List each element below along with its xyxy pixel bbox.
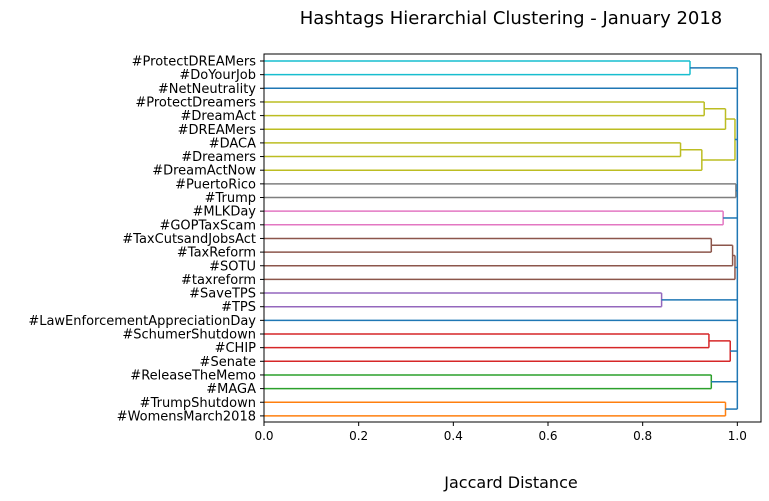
leaf-label: #SOTU: [209, 259, 256, 274]
leaf-label: #PuertoRico: [175, 177, 256, 192]
leaf-label: #ProtectDREAMers: [132, 55, 257, 70]
leaf-label: #LawEnforcementAppreciationDay: [28, 314, 256, 329]
leaf-label: #NetNeutrality: [158, 82, 256, 97]
leaf-label: #WomensMarch2018: [117, 409, 256, 424]
x-axis-label: Jaccard Distance: [443, 473, 577, 492]
leaf-label: #SchumerShutdown: [122, 328, 256, 343]
x-axis: 0.0 0.2 0.4 0.6 0.8 1.0: [254, 422, 747, 443]
leaf-label: #DoYourJob: [179, 68, 256, 83]
leaf-label: #DREAMers: [178, 123, 257, 138]
leaf-label: #DreamActNow: [152, 164, 256, 179]
leaf-label: #ReleaseTheMemo: [130, 368, 256, 383]
leaf-label: #TrumpShutdown: [140, 396, 256, 411]
leaf-label: #Trump: [205, 191, 256, 206]
leaf-label: #ProtectDreamers: [135, 95, 256, 110]
plot-area: [264, 60, 739, 417]
x-tick-label: 0.4: [444, 429, 463, 443]
leaf-label: #Dreamers: [181, 150, 256, 165]
leaf-label: #DreamAct: [181, 109, 257, 124]
leaf-label: #DACA: [209, 136, 256, 151]
leaf-label: #GOPTaxScam: [159, 218, 256, 233]
leaf-label: #Senate: [200, 355, 256, 370]
chart-title: Hashtags Hierarchial Clustering - Januar…: [300, 8, 723, 29]
x-tick-label: 0.0: [254, 429, 273, 443]
leaf-label: #TPS: [221, 300, 256, 315]
x-tick-label: 0.2: [349, 429, 368, 443]
leaf-label: #MAGA: [206, 382, 256, 397]
y-axis: #ProtectDREAMers#DoYourJob#NetNeutrality…: [28, 55, 264, 424]
leaf-label: #MLKDay: [192, 205, 256, 220]
leaf-label: #TaxReform: [177, 246, 256, 261]
leaf-label: #taxreform: [181, 273, 256, 288]
leaf-label: #SaveTPS: [189, 287, 256, 302]
leaf-label: #CHIP: [215, 341, 257, 356]
x-tick-label: 0.8: [633, 429, 652, 443]
leaf-label: #TaxCutsandJobsAct: [122, 232, 256, 247]
x-tick-label: 1.0: [728, 429, 747, 443]
x-tick-label: 0.6: [538, 429, 557, 443]
